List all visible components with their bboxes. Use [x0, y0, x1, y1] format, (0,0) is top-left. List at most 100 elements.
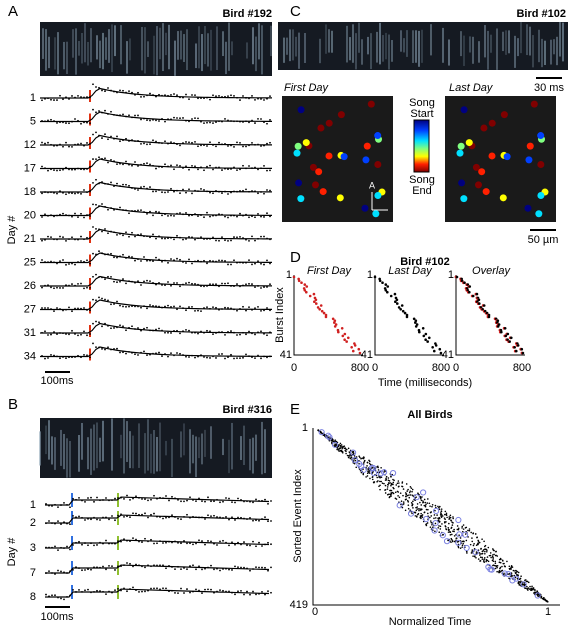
event [379, 488, 381, 491]
trace-dot [126, 539, 128, 542]
event [477, 558, 480, 560]
event [345, 452, 347, 455]
event-highlight [351, 456, 359, 464]
trace-dot [164, 237, 166, 240]
row-label: 17 [24, 162, 36, 174]
y-tick-label: 1 [448, 269, 454, 281]
trace-dot [75, 516, 77, 519]
trace-dot [248, 330, 250, 333]
trace-dot [150, 498, 152, 501]
y-label: Day # [6, 537, 18, 567]
trace-dot [89, 215, 91, 217]
trace-dot [192, 499, 194, 501]
cell [488, 119, 496, 127]
trace-dot [47, 261, 49, 264]
trace-dot [252, 568, 254, 570]
trace-dot [56, 192, 58, 195]
spectrogram [278, 22, 568, 70]
trace-dot [41, 286, 43, 289]
colorbar-label: Song [409, 174, 435, 186]
trace-dot [143, 117, 145, 120]
trace-dot [230, 191, 232, 194]
event [340, 445, 342, 448]
trace-dot [59, 121, 61, 124]
trace-dot [101, 137, 103, 139]
cell [472, 163, 480, 171]
burst [468, 290, 471, 294]
trace-dot [122, 163, 124, 166]
trace-dot [146, 143, 148, 146]
trace-dot [53, 287, 55, 290]
trace-dot [263, 99, 265, 101]
event [459, 537, 462, 539]
event [398, 496, 401, 499]
trace-dot [71, 192, 73, 195]
trace-dot [182, 213, 184, 216]
burst [475, 292, 479, 296]
trace-dot [227, 331, 229, 333]
event [380, 480, 383, 483]
trace-dot [161, 166, 163, 169]
trace-dot [179, 96, 181, 99]
burst [521, 351, 525, 355]
trace-dot [75, 541, 77, 544]
event [472, 544, 475, 547]
panel-letter: E [290, 401, 300, 418]
burst [514, 349, 518, 353]
event [527, 587, 530, 589]
event [495, 565, 497, 567]
trace-dot [161, 214, 163, 217]
trace-dot [65, 263, 67, 266]
event [485, 548, 487, 550]
trace-dot [140, 284, 142, 286]
trace-dot [47, 141, 49, 144]
trace-dot [147, 589, 149, 592]
event [528, 588, 531, 590]
trace-dot [266, 169, 268, 172]
trace-dot [200, 214, 202, 216]
event [481, 558, 484, 560]
trace-dot [95, 86, 97, 88]
trace-dot [146, 162, 148, 165]
trace-dot [68, 284, 70, 287]
trace-dot [143, 350, 145, 353]
event [440, 513, 442, 515]
trace-dot [77, 94, 79, 97]
trace-dot [248, 259, 250, 262]
trace-dot [140, 118, 142, 121]
trace-dot [131, 187, 133, 189]
trace-dot [227, 145, 229, 147]
burst [312, 292, 316, 296]
trace-dot [155, 140, 157, 143]
trace-dot [254, 286, 256, 289]
trace-dot [269, 95, 271, 98]
event [389, 489, 391, 492]
trace-dot [144, 498, 146, 500]
trace-dot [116, 182, 118, 185]
trace-dot [65, 193, 67, 196]
trace-dot [251, 283, 253, 285]
burst [337, 330, 340, 334]
trace-dot [263, 144, 265, 147]
event-highlight [455, 539, 462, 546]
event [363, 461, 365, 464]
trace-dot [213, 500, 215, 503]
event [542, 598, 545, 600]
axis-label: L [393, 205, 398, 215]
event [457, 545, 460, 548]
trace-dot [209, 330, 211, 333]
trace-dot [171, 589, 173, 592]
event [429, 516, 431, 519]
trace-dot [266, 307, 268, 309]
event [442, 533, 445, 536]
x-tick-label: 0 [372, 362, 378, 374]
event [446, 516, 448, 519]
trace-dot [194, 282, 196, 285]
trace-dot [126, 562, 128, 564]
trace-dot [209, 237, 211, 240]
trace-dot [59, 213, 61, 216]
trace-dot [164, 94, 166, 97]
trace-dot [108, 542, 110, 545]
event-highlight [423, 515, 430, 523]
event [526, 587, 528, 590]
